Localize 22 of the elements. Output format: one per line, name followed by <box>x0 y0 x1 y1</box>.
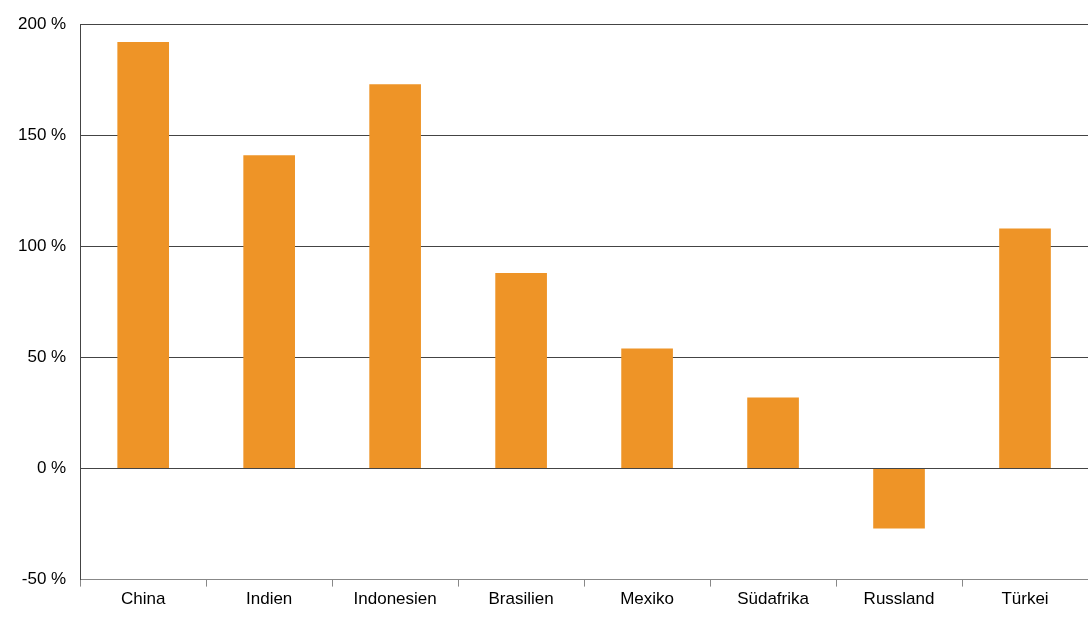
bar <box>369 84 421 469</box>
x-tick-label: Türkei <box>1001 589 1049 609</box>
x-tick-label: Südafrika <box>737 589 810 609</box>
y-tick-label: -50 % <box>21 569 67 589</box>
x-tick-label: Indonesien <box>353 589 437 609</box>
y-tick-label: 50 % <box>27 347 67 367</box>
x-tick-label: Russland <box>863 589 935 609</box>
bar <box>873 469 925 529</box>
bar <box>747 397 799 469</box>
y-tick-label: 100 % <box>18 236 67 256</box>
x-tick-label: Mexiko <box>620 589 675 609</box>
bar <box>243 155 295 469</box>
bar <box>621 348 673 469</box>
bar <box>117 41 170 469</box>
x-tick-label: Brasilien <box>488 589 554 609</box>
y-tick-label: 150 % <box>18 124 67 144</box>
x-tick-label: Indien <box>246 589 293 609</box>
y-tick-label: 200 % <box>18 13 67 33</box>
x-tick-label: China <box>120 589 166 609</box>
bar <box>999 228 1051 469</box>
y-tick-label: 0 % <box>36 458 67 478</box>
bar <box>495 273 547 469</box>
